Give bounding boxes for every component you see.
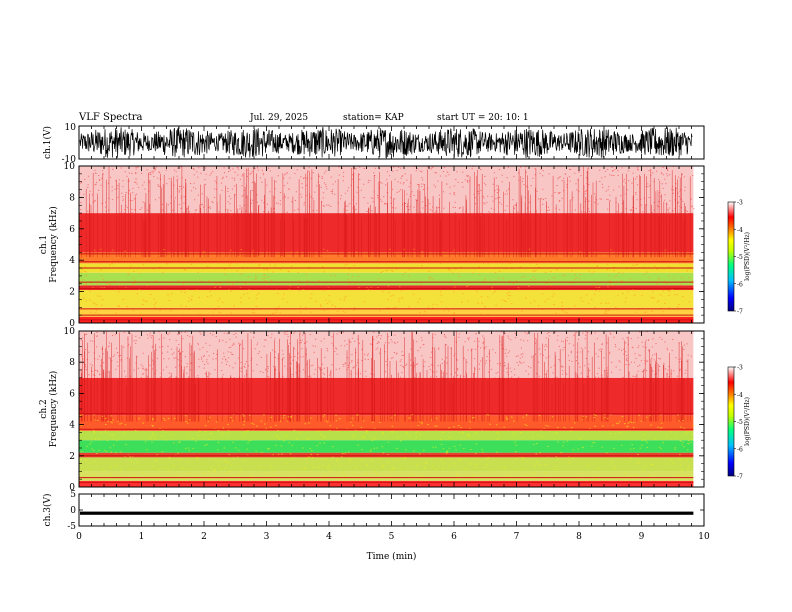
y-tick-label: 4 [69,421,75,431]
y-tick-label: 6 [69,389,75,399]
spectrogram-band [79,452,694,458]
spectrogram-band [79,166,694,214]
colorbar-tick-label: -4 [737,227,743,234]
ch2-spectrogram-panel: 0 2 4 6 8 10 ch.2Frequency (kHz) [39,327,705,493]
x-tick-label: 2 [201,532,207,542]
y-tick-label: 10 [65,123,77,133]
colorbar-label: log(PSD)(V²/Hz) [744,232,751,281]
y-tick-label: 0 [69,319,75,329]
spectrogram-speckle [79,165,695,217]
ch1-spectrogram-panel: 0 2 4 6 8 10 ch.1Frequency (kHz) [39,162,705,329]
spectrogram-band [79,213,694,253]
spectrogram-streaks [81,166,691,258]
y-tick-label: -10 [62,155,77,165]
spectrogram-streaks [80,331,691,422]
y-tick-label: 8 [69,193,75,203]
y-tick-label: 8 [69,358,75,368]
spectrogram-band [79,440,694,453]
colorbar-tick-label: -3 [737,200,743,207]
spectrogram-band [79,415,694,431]
y-tick-label: 6 [69,225,75,235]
ch1-waveform-panel: 10 -10 ch.1(V) [42,123,705,165]
p2-ylabel: ch.1Frequency (kHz) [39,206,59,283]
x-tick-label: 7 [514,532,520,542]
ch1-waveform-ylabel: ch.1(V) [42,126,53,159]
station-label: station= KAP [343,113,404,123]
x-axis-label: Time (min) [367,551,417,562]
spectrogram-band [79,285,694,291]
y-tick-label: 2 [69,452,75,462]
y-tick-label: 4 [69,256,75,266]
colorbar-tick-label: -7 [737,474,743,481]
colorbar-scale [727,366,735,477]
colorbar-scale [727,201,735,312]
x-tick-label: 10 [698,532,710,542]
x-tick-label: 3 [264,532,270,542]
p3-ylabel: ch.2Frequency (kHz) [39,371,59,448]
x-tick-label: 1 [139,532,145,542]
y-tick-label: 10 [64,162,76,172]
time-axis: 0 1 2 3 4 5 6 7 8 9 10 Time (min) [76,532,710,562]
colorbar-tick-label: -3 [737,365,743,372]
spectrogram-band [79,471,694,481]
y-tick-label: 0 [69,483,75,493]
spectrogram-band [79,457,694,472]
ch3-waveform-panel: 5 0 -5 ch.3(V) [42,490,705,532]
spectrogram-band [79,272,694,286]
y-tick-label: 0 [70,506,76,516]
ch1-signal-line [79,126,693,159]
spectrogram-band [79,430,694,441]
x-tick-label: 0 [76,532,82,542]
spectrogram-band [79,252,694,264]
ch3-signal-band [80,511,694,515]
chart-title: VLF Spectra [79,112,143,123]
y-tick-label: 5 [70,490,76,500]
colorbar-tick-label: -7 [737,309,743,316]
x-tick-label: 6 [451,532,457,542]
spectrogram-band [79,290,694,308]
start-time-label: start UT = 20: 10: 1 [437,113,529,123]
colorbar-tick-label: -6 [737,446,743,453]
colorbar-tick-label: -4 [737,392,743,399]
spectrogram-band [79,480,694,487]
spectrogram-speckle [79,330,694,382]
colorbar-tick-label: -5 [737,254,743,261]
x-tick-label: 8 [576,532,582,542]
colorbar-label: log(PSD)(V²/Hz) [744,397,751,446]
spectrogram-band [79,307,694,317]
x-tick-label: 9 [639,532,645,542]
colorbar-tick-label: -6 [737,281,743,288]
ch3-waveform-ylabel: ch.3(V) [42,494,53,527]
ch1-colorbar: -3 -4 -5 -6 -7 log(PSD)(V²/Hz) [727,200,751,316]
ch2-colorbar: -3 -4 -5 -6 -7 log(PSD)(V²/Hz) [727,365,751,481]
y-tick-label: 2 [69,288,75,298]
x-tick-label: 5 [389,532,395,542]
date-label: Jul. 29, 2025 [250,113,309,123]
colorbar-tick-label: -5 [737,419,743,426]
y-tick-label: 10 [64,327,76,337]
y-tick-label: -5 [67,522,76,532]
x-tick-label: 4 [326,532,332,542]
